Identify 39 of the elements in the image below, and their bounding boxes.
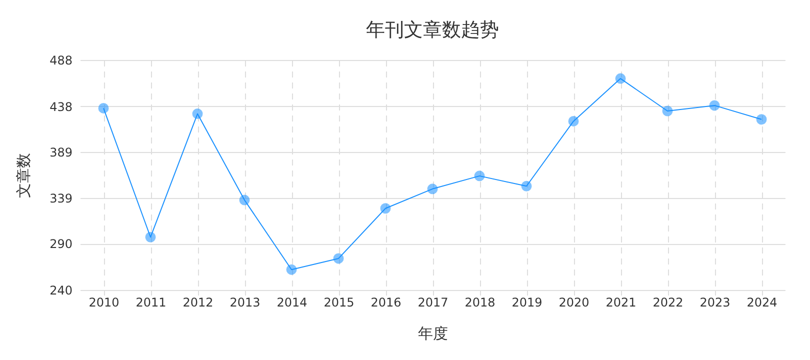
point: [192, 108, 203, 120]
x-tick-label: 2023: [700, 296, 730, 310]
y-tick-label: 438: [50, 100, 72, 114]
point: [521, 180, 532, 192]
point: [333, 253, 344, 264]
x-tick-label: 2014: [276, 296, 308, 310]
point: [427, 184, 438, 194]
x-tick-label: 2010: [88, 296, 120, 310]
x-tick-label: 2018: [464, 296, 496, 310]
x-tick-label: 2020: [558, 296, 590, 310]
x-tick-label: 2022: [652, 296, 684, 310]
x-tick-label: 2024: [746, 296, 778, 310]
x-axis-title: 年度: [418, 324, 448, 342]
point: [286, 264, 297, 275]
point: [709, 100, 720, 111]
point: [239, 194, 250, 206]
x-tick-label: 2016: [370, 296, 402, 310]
chart-title: 年刊文章数趋势: [366, 19, 499, 41]
point: [98, 102, 109, 114]
y-tick-label: 240: [50, 284, 72, 298]
y-tick-label: 389: [50, 145, 72, 160]
point: [474, 170, 485, 182]
x-tick-label: 2015: [324, 296, 354, 310]
x-tick-label: 2011: [136, 296, 166, 310]
x-tick-label: 2017: [418, 296, 448, 310]
y-tick-label: 488: [50, 54, 72, 68]
x-tick-label: 2019: [512, 296, 542, 310]
x-tick-label: 2013: [230, 296, 260, 310]
y-tick-label: 290: [50, 237, 72, 252]
point: [756, 114, 767, 125]
point: [662, 106, 673, 116]
point: [380, 203, 391, 214]
y-axis-title: 文章数: [14, 153, 33, 198]
point: [615, 73, 626, 84]
x-tick-label: 2012: [182, 296, 214, 310]
point: [568, 116, 579, 126]
x-tick-label: 2021: [606, 296, 636, 310]
point: [145, 232, 156, 242]
y-tick-label: 339: [50, 192, 72, 206]
